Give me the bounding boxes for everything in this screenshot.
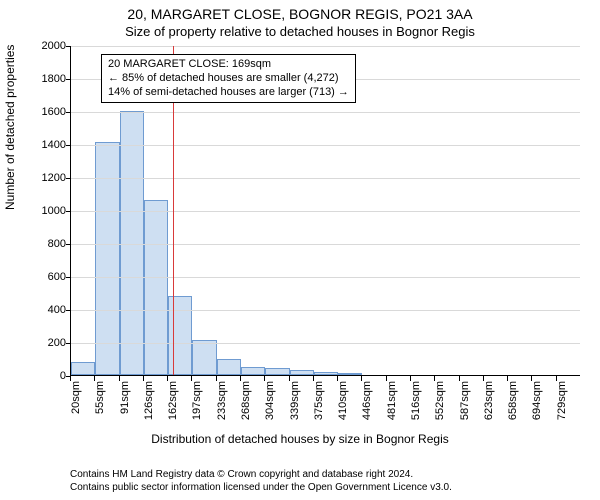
gridline-h <box>71 112 580 113</box>
y-tick-mark <box>66 277 71 278</box>
y-tick-label: 1200 <box>0 172 66 184</box>
y-tick-label: 1400 <box>0 139 66 151</box>
histogram-bar <box>265 368 289 375</box>
annotation-box: 20 MARGARET CLOSE: 169sqm ← 85% of detac… <box>101 54 356 103</box>
histogram-bar <box>192 340 216 375</box>
x-tick-label: 375sqm <box>313 381 325 431</box>
y-tick-mark <box>66 145 71 146</box>
histogram-bar <box>120 111 144 375</box>
x-tick-label: 516sqm <box>410 381 422 431</box>
gridline-h <box>71 211 580 212</box>
x-tick-label: 126sqm <box>143 381 155 431</box>
y-tick-label: 1600 <box>0 106 66 118</box>
x-tick-label: 694sqm <box>531 381 543 431</box>
histogram-bar <box>314 372 338 375</box>
chart-title-line2: Size of property relative to detached ho… <box>0 24 600 39</box>
histogram-bar <box>217 359 241 376</box>
footer-attribution: Contains HM Land Registry data © Crown c… <box>70 468 452 494</box>
x-tick-label: 623sqm <box>483 381 495 431</box>
y-tick-label: 800 <box>0 238 66 250</box>
gridline-h <box>71 46 580 47</box>
annotation-line3: 14% of semi-detached houses are larger (… <box>108 86 349 100</box>
annotation-line2: ← 85% of detached houses are smaller (4,… <box>108 72 349 86</box>
x-tick-labels: 20sqm 55sqm 91sqm 126sqm 162sqm 197sqm 233sqm 2… <box>70 376 580 436</box>
gridline-h <box>71 343 580 344</box>
histogram-bar <box>168 296 192 375</box>
footer-line1: Contains HM Land Registry data © Crown c… <box>70 468 452 481</box>
gridline-h <box>71 244 580 245</box>
x-tick-label: 91sqm <box>119 381 131 431</box>
y-tick-label: 0 <box>0 370 66 382</box>
y-tick-label: 2000 <box>0 40 66 52</box>
x-tick-label: 197sqm <box>191 381 203 431</box>
y-tick-mark <box>66 112 71 113</box>
x-axis-label: Distribution of detached houses by size … <box>0 432 600 446</box>
footer-line2: Contains public sector information licen… <box>70 481 452 494</box>
histogram-bar <box>241 367 265 375</box>
y-tick-mark <box>66 244 71 245</box>
histogram-bar <box>71 362 95 375</box>
x-tick-label: 587sqm <box>459 381 471 431</box>
y-tick-mark <box>66 46 71 47</box>
y-tick-mark <box>66 79 71 80</box>
x-tick-label: 446sqm <box>361 381 373 431</box>
annotation-line1: 20 MARGARET CLOSE: 169sqm <box>108 58 349 72</box>
x-tick-label: 20sqm <box>70 381 82 431</box>
gridline-h <box>71 277 580 278</box>
y-tick-labels: 0200400600800100012001400160018002000 <box>0 46 70 376</box>
x-tick-label: 658sqm <box>507 381 519 431</box>
y-tick-label: 600 <box>0 271 66 283</box>
chart-container: 20, MARGARET CLOSE, BOGNOR REGIS, PO21 3… <box>0 0 600 500</box>
y-tick-mark <box>66 211 71 212</box>
gridline-h <box>71 310 580 311</box>
x-tick-label: 552sqm <box>434 381 446 431</box>
x-tick-label: 268sqm <box>240 381 252 431</box>
y-tick-mark <box>66 178 71 179</box>
x-tick-label: 729sqm <box>556 381 568 431</box>
histogram-bar <box>144 200 168 375</box>
x-tick-label: 233sqm <box>216 381 228 431</box>
y-tick-label: 200 <box>0 337 66 349</box>
x-tick-label: 339sqm <box>289 381 301 431</box>
plot-area: 20 MARGARET CLOSE: 169sqm ← 85% of detac… <box>70 46 580 376</box>
x-tick-label: 304sqm <box>264 381 276 431</box>
x-tick-label: 410sqm <box>337 381 349 431</box>
histogram-bar <box>338 373 362 375</box>
y-tick-label: 1800 <box>0 73 66 85</box>
x-tick-label: 481sqm <box>386 381 398 431</box>
x-tick-label: 55sqm <box>94 381 106 431</box>
histogram-bar <box>290 370 314 375</box>
y-tick-mark <box>66 343 71 344</box>
gridline-h <box>71 178 580 179</box>
y-tick-label: 400 <box>0 304 66 316</box>
gridline-h <box>71 145 580 146</box>
y-tick-label: 1000 <box>0 205 66 217</box>
y-tick-mark <box>66 310 71 311</box>
x-tick-label: 162sqm <box>167 381 179 431</box>
chart-title-line1: 20, MARGARET CLOSE, BOGNOR REGIS, PO21 3… <box>0 6 600 22</box>
